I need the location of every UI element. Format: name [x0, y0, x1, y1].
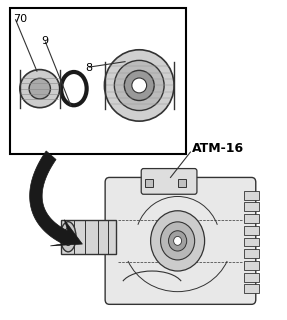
Ellipse shape — [114, 60, 164, 110]
Text: 9: 9 — [41, 36, 48, 46]
Ellipse shape — [104, 50, 174, 121]
Bar — [146, 179, 153, 187]
FancyBboxPatch shape — [141, 169, 197, 194]
Circle shape — [160, 222, 195, 260]
Ellipse shape — [60, 222, 76, 252]
Text: 70: 70 — [13, 14, 27, 24]
Ellipse shape — [29, 78, 51, 99]
Text: 8: 8 — [85, 63, 92, 73]
Ellipse shape — [132, 78, 147, 93]
Ellipse shape — [61, 72, 87, 105]
Bar — [61, 220, 117, 253]
Ellipse shape — [64, 228, 72, 245]
Circle shape — [65, 233, 71, 241]
FancyBboxPatch shape — [105, 178, 256, 304]
Polygon shape — [30, 151, 82, 246]
Bar — [178, 179, 186, 187]
Text: ATM-16: ATM-16 — [192, 142, 244, 156]
Bar — [245, 284, 259, 293]
Bar — [245, 214, 259, 223]
Ellipse shape — [124, 70, 154, 100]
Bar — [245, 261, 259, 270]
Bar — [245, 203, 259, 211]
Bar — [245, 249, 259, 258]
Bar — [245, 226, 259, 235]
Circle shape — [151, 211, 205, 271]
Bar — [245, 273, 259, 282]
Circle shape — [174, 236, 182, 245]
Ellipse shape — [66, 77, 82, 100]
Bar — [10, 8, 186, 154]
Bar — [245, 237, 259, 246]
Bar — [245, 191, 259, 200]
Circle shape — [168, 231, 187, 251]
Ellipse shape — [20, 69, 60, 108]
